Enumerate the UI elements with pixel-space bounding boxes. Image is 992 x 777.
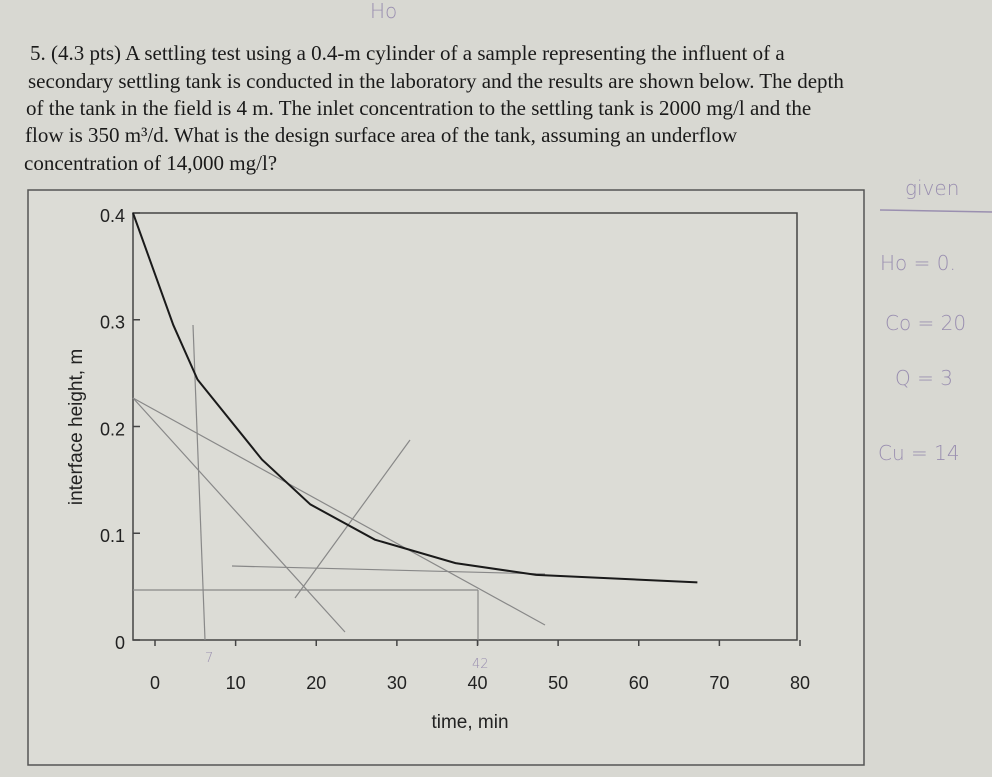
note: given (905, 176, 959, 200)
note-underline (879, 209, 992, 213)
note: 42 (472, 657, 489, 672)
x-axis-label: time, min (431, 712, 508, 733)
x-tick-label: 30 (387, 673, 407, 693)
construction-line (192, 324, 206, 641)
x-tick-label: 80 (790, 673, 810, 693)
y-axis-label: interface height, m (66, 349, 87, 505)
problem-line: of the tank in the field is 4 m. The inl… (26, 96, 811, 120)
problem-line: secondary settling tank is conducted in … (28, 69, 844, 93)
handwritten-notes: Ho given Ho = 0. Co = 20 Q = 3 Cu = 14 4… (205, 0, 992, 672)
y-tick-label: 0.1 (100, 526, 125, 546)
construction-lines (132, 324, 546, 645)
x-tick-label: 0 (150, 673, 160, 693)
problem-line: flow is 350 m³/d. What is the design sur… (25, 123, 738, 147)
note: Ho = 0. (880, 251, 956, 275)
x-tick-label: 50 (548, 673, 568, 693)
note: Cu = 14 (878, 441, 960, 465)
problem-text: 5. (4.3 pts) A settling test using a 0.4… (24, 41, 844, 175)
construction-line (132, 397, 546, 626)
y-tick-label: 0 (115, 633, 125, 653)
problem-line: concentration of 14,000 mg/l? (24, 151, 277, 175)
note: 7 (205, 651, 213, 666)
note: Q = 3 (895, 366, 953, 390)
x-tick-label: 70 (709, 673, 729, 693)
chart-frame (27, 189, 865, 766)
construction-line (231, 565, 546, 575)
x-tick-label: 40 (467, 673, 487, 693)
note: Ho (370, 0, 397, 23)
y-tick-label: 0.3 (100, 313, 125, 333)
x-tick-label: 60 (629, 673, 649, 693)
problem-line: 5. (4.3 pts) A settling test using a 0.4… (30, 41, 785, 65)
construction-line (294, 439, 411, 599)
x-tick-label: 10 (226, 673, 246, 693)
construction-line (132, 397, 346, 633)
note: Co = 20 (885, 311, 966, 335)
x-tick-label: 20 (306, 673, 326, 693)
settling-curve (132, 212, 698, 584)
y-tick-label: 0.4 (100, 206, 125, 226)
y-tick-label: 0.2 (100, 419, 125, 439)
